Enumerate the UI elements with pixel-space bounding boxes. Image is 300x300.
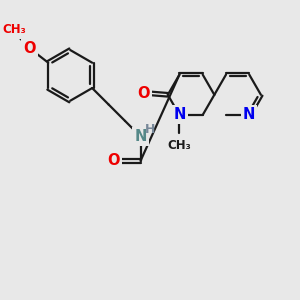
Text: O: O [23,41,36,56]
Text: N: N [173,107,186,122]
Text: CH₃: CH₃ [2,23,26,36]
Text: N: N [243,107,256,122]
Text: O: O [107,153,120,168]
Text: H: H [145,123,155,136]
Text: CH₃: CH₃ [168,140,191,152]
Text: O: O [138,86,150,101]
Text: N: N [134,129,147,144]
